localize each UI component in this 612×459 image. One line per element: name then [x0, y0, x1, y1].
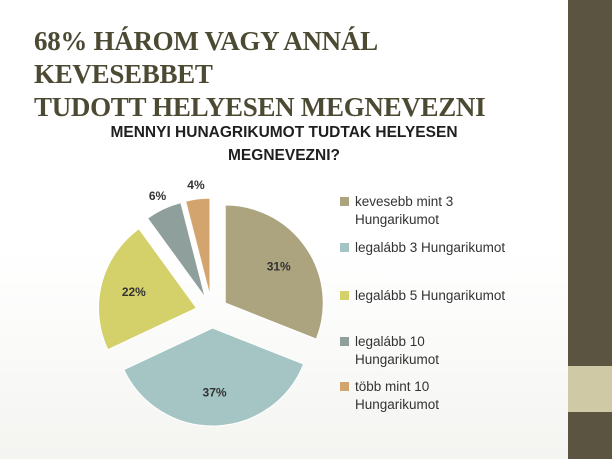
data-label-legalabb-10: 6%: [149, 189, 167, 203]
legend-label-line1: kevesebb mint 3: [355, 194, 454, 209]
chart-title-line1: MENNYI HUNAGRIKUMOT TUDTAK HELYESEN: [110, 124, 458, 141]
slide-title: 68% HÁROM VAGY ANNÁL KEVESEBBET TUDOTT H…: [34, 25, 554, 124]
legend-swatch: [340, 243, 349, 252]
legend-swatch: [340, 291, 349, 300]
legend-swatch: [340, 197, 349, 206]
pie-slice-legalabb-3: [123, 327, 305, 427]
slide-title-line1: 68% HÁROM VAGY ANNÁL KEVESEBBET: [34, 26, 377, 89]
data-label-legalabb-3: 37%: [203, 386, 227, 400]
legend-label-line1: legalább 3 Hungarikumot: [355, 240, 506, 255]
legend-swatch: [340, 382, 349, 391]
legend-label-line2: Hungarikumot: [355, 397, 440, 412]
legend-label-line1: legalább 10: [355, 334, 425, 349]
legend-label: kevesebb mint 3 Hungarikumot: [355, 193, 555, 229]
pie-slice-legalabb-5: [98, 228, 198, 351]
legend-label-line2: Hungarikumot: [355, 212, 440, 227]
legend-label: legalább 10 Hungarikumot: [355, 333, 555, 369]
data-label-legalabb-5: 22%: [122, 285, 146, 299]
chart-title: MENNYI HUNAGRIKUMOT TUDTAK HELYESEN MEGN…: [40, 121, 528, 167]
chart-title-line2: MEGNEVEZNI?: [228, 147, 340, 164]
legend-label: legalább 3 Hungarikumot: [355, 239, 555, 257]
legend-swatch: [340, 337, 349, 346]
slide-title-line2: TUDOTT HELYESEN MEGNEVEZNI: [34, 92, 486, 122]
legend-label: legalább 5 Hungarikumot: [355, 287, 555, 305]
legend-label-line1: legalább 5 Hungarikumot: [355, 288, 506, 303]
pie-slice-legalabb-10: [146, 201, 206, 298]
data-label-tobb-mint-10: 4%: [187, 178, 205, 192]
decorative-sidebar-accent: [568, 366, 612, 412]
data-label-kevesebb-mint-3: 31%: [267, 260, 291, 274]
legend-label-line1: több mint 10: [355, 379, 430, 394]
pie-slice-tobb-mint-10: [185, 197, 211, 297]
legend-label-line2: Hungarikumot: [355, 352, 440, 367]
pie-slice-kevesebb-mint-3: [224, 204, 324, 340]
legend-label: több mint 10 Hungarikumot: [355, 378, 555, 414]
